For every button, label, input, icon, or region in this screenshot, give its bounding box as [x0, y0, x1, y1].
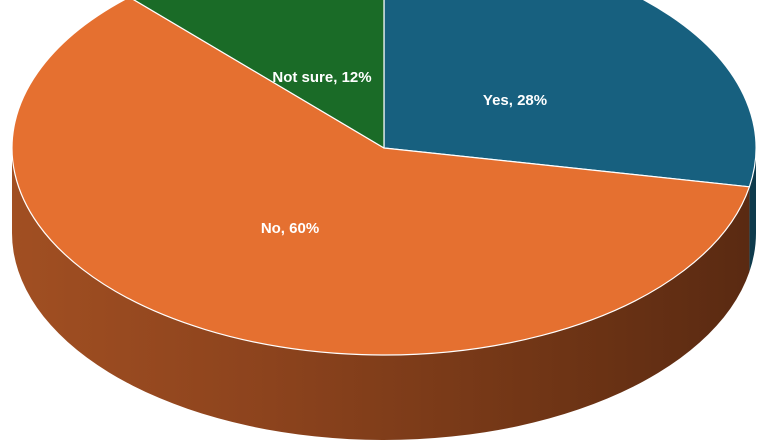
data-label-no: No, 60%: [261, 220, 319, 237]
pie-labels: Yes, 28% No, 60% Not sure, 12%: [261, 69, 547, 237]
pie-slices: [11, 0, 757, 356]
data-label-yes: Yes, 28%: [483, 92, 547, 109]
pie-sides: [12, 148, 756, 440]
pie-side-no: [12, 148, 750, 440]
data-label-not-sure: Not sure, 12%: [272, 69, 371, 86]
pie-slice-yes: [383, 0, 757, 188]
pie-slice-not-sure: [133, 0, 385, 149]
pie-slice-no: [11, 0, 751, 356]
pie-side-yes: [749, 148, 756, 272]
